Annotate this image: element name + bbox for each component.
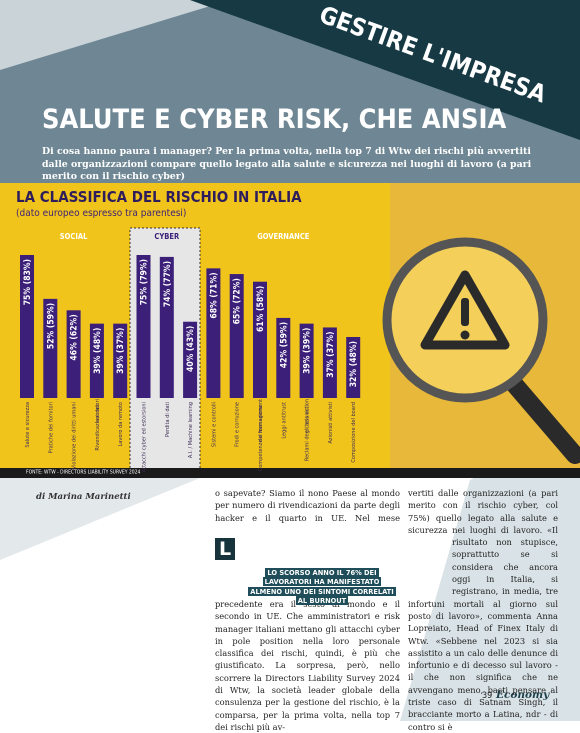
bottom-shape: [0, 478, 200, 560]
value-label: 37% (37%): [326, 331, 336, 377]
chart-title: LA CLASSIFICA DEL RISCHIO IN ITALIA: [16, 188, 302, 206]
warning-icon: [420, 270, 510, 350]
category-label: Sistemi e controlli: [211, 402, 217, 447]
value-label: 74% (77%): [163, 261, 173, 307]
bottom-shape: [400, 420, 580, 721]
bar: [229, 274, 244, 398]
value-label: 39% (37%): [116, 328, 126, 374]
page-number: 39: [482, 691, 492, 701]
chart-subtitle: (dato europeo espresso tra parentesi): [16, 208, 186, 219]
category-label: A.I. / Machine learning: [188, 402, 194, 458]
group-label: CYBER: [154, 232, 180, 241]
category-label: Composizione del board: [351, 402, 357, 463]
category-label: Salute e sicurezza: [25, 402, 31, 448]
magnifier-handle: [506, 376, 580, 464]
value-label: 32% (48%): [349, 341, 359, 387]
section-band: [190, 0, 580, 140]
source-band: [0, 468, 580, 478]
value-label: 75% (83%): [23, 259, 33, 305]
value-label: 42% (59%): [279, 322, 289, 368]
bar: [206, 268, 221, 398]
bar: [89, 323, 104, 398]
category-label: Perdita di dati: [165, 402, 171, 437]
magazine-name: Economy: [495, 689, 550, 701]
category-label: Azionisti attivisti: [328, 402, 334, 444]
pull-quote: LO SCORSO ANNO IL 76% DEI LAVORATORI HA …: [248, 568, 396, 606]
byline: di Marina Marinetti: [36, 492, 131, 502]
bar: [113, 323, 128, 398]
bar: [299, 323, 314, 398]
value-label: 75% (79%): [140, 259, 150, 305]
pull-quote-text: LO SCORSO ANNO IL 76% DEI LAVORATORI HA …: [248, 568, 396, 606]
category-label: Pratiche dei fornitori: [48, 402, 54, 453]
bar: [276, 317, 291, 398]
value-label: 61% (58%): [256, 286, 266, 332]
bar: [322, 327, 337, 398]
value-label: 40% (43%): [186, 326, 196, 372]
source: FONTE: WTW - DIRECTORS LIABILITY SURVEY …: [26, 470, 140, 476]
bar: [159, 256, 174, 398]
bar: [183, 321, 198, 398]
category-label: Attacchi cyber ed estorsioni: [142, 402, 148, 472]
bar: [136, 255, 151, 398]
category-label: Violazione dei diritti umani: [72, 402, 78, 469]
value-label: 52% (59%): [46, 303, 56, 349]
dropcap: L: [215, 538, 235, 560]
category-label: Frodi e corruzione: [235, 402, 241, 447]
category-label: Reclami degli azionistie class action: [305, 399, 311, 461]
headline: SALUTE E CYBER RISK, CHE ANSIA: [42, 104, 506, 135]
standfirst: Di cosa hanno paura i manager? Per la pr…: [42, 146, 532, 182]
body-text: o sapevate? Siamo il nono Paese al mondo…: [215, 488, 400, 732]
bar: [346, 336, 361, 398]
body-text: vertiti dalle organizzazioni (a pari mer…: [408, 488, 558, 732]
value-label: 68% (71%): [209, 272, 219, 318]
group-label: GOVERNANCE: [257, 232, 310, 241]
group-label: SOCIAL: [60, 232, 88, 241]
bar: [253, 281, 267, 398]
category-label: Rivendicazioni deilavoratori: [95, 399, 101, 451]
category-label: Lavoro da remoto: [118, 402, 124, 447]
column: vertiti dalle organizzazioni (a pari mer…: [408, 487, 558, 733]
value-label: 65% (72%): [233, 278, 243, 324]
bar: [20, 255, 34, 398]
bar: [43, 298, 58, 398]
bar: [66, 310, 81, 398]
value-label: 39% (48%): [93, 328, 103, 374]
value-label: 46% (62%): [70, 314, 80, 360]
warning-icon: [461, 298, 469, 326]
header-shape: [0, 0, 230, 70]
category-label: Competenze e formazionedel management: [258, 399, 264, 471]
category-label: Leggi antitrust: [281, 402, 287, 439]
warning-icon: [460, 330, 470, 340]
value-label: 39% (39%): [303, 328, 313, 374]
